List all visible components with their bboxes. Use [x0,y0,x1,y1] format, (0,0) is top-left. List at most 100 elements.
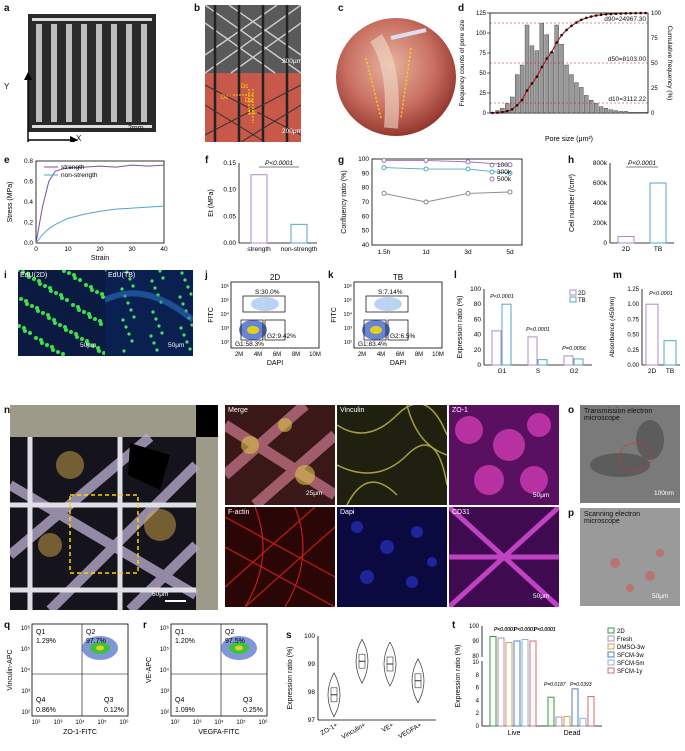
y-tick-label: 0.00 [627,363,639,369]
y-tick-label: 0 [603,240,607,247]
panel-f-label: f [205,155,209,166]
cumulative-point [491,111,494,115]
legend-label: SFCM-3w [617,653,644,659]
edu-nucleus [35,306,39,310]
cumulative-point [580,18,583,22]
bar [505,642,513,727]
edu-nucleus [43,284,47,288]
sem-title: Scanning electron microscope [584,511,641,525]
edu-nucleus [87,312,91,316]
percentile-label: d90=24967.30 [604,16,646,23]
series-marker [381,190,387,196]
legend-label: non-strength [61,172,98,179]
edu-nucleus [180,271,184,275]
flow-xlabel: ZO-1-FITC [63,729,97,736]
y-tick-label: 50 [479,71,486,77]
x-tick-label: 2M [235,352,243,358]
y-tick-label: 10² [344,340,352,346]
y-tick-label: 75 [479,51,486,57]
sem-image [580,508,680,606]
violin-shape [355,639,369,684]
chart-l-ylabel: Expression ratio (%) [457,295,464,358]
y-tick-label: 100 [476,31,487,37]
series-marker [465,166,471,172]
chart-h-ylabel: Cell number (/cm²) [569,174,576,232]
histogram-bar [510,96,515,114]
x-tick-label: 4M [377,352,385,358]
y-tick-label: 10³ [221,326,229,332]
edu-nucleus [179,326,183,330]
edu-nucleus [188,347,192,351]
chart-g-ylabel: Confluency ratio (%) [341,170,348,233]
confocal-main-scale: 50μm [152,591,169,598]
bar [649,182,667,244]
edu-nucleus [41,311,45,315]
y-tick-label: 0.0 [24,240,33,247]
bar [555,716,563,727]
cumulative-point [525,89,529,92]
edu-nucleus [182,333,186,337]
histogram-bar [574,82,579,114]
panel-s-label: s [286,630,292,641]
histogram-bar [638,111,643,114]
legend-label: 2D [578,291,586,297]
tem-title: Transmission electron microscope [584,408,653,422]
edu-nucleus [153,286,157,290]
edu-nucleus [76,305,80,309]
flow-q: Q1 1.29% Q2 97.7% Q4 0.86% Q3 0.12% 10² 10³ 10⁴ 10⁵… [7,623,129,736]
y-tick-label: 90 [362,170,370,177]
panel-d-label: d [458,3,465,14]
y-tick-label: 0 [483,111,487,117]
gate-s-label: S:30.0% [255,289,280,296]
edu-nucleus [126,301,130,305]
quadrant-q4: Q4 [175,697,184,704]
edu-nucleus [59,293,63,297]
scaffold-fiber [105,290,193,323]
histogram-bar [564,64,569,114]
y-tick-label: 400k [593,200,608,207]
cumulative-point [530,82,534,85]
legend-label: TB [578,298,586,304]
p-value: P<0.0001 [494,627,516,633]
flow-r: Q1 1.20% Q2 97.5% Q4 1.09% Q3 0.25% 10² 10³ 10⁴ 10⁵… [146,623,268,736]
tile-cd31-scale: 50μm [533,593,550,600]
panel-c-label: c [338,3,344,14]
cumulative-point [575,21,578,24]
legend-swatch [607,627,615,634]
histogram-bar [623,111,628,114]
series-marker [423,166,429,172]
tem-scale: 100nm [654,490,674,497]
edu-nucleus [21,270,25,274]
y-tick-label: 80 [474,301,482,308]
panel-k-label: k [328,270,334,281]
x-tick-label: TB [666,368,674,375]
chart-e: 0.0 0.2 0.4 0.6 0.8 0 10 20 30 40 strengthnon-stre… [7,158,168,262]
gate-g1 [240,319,264,341]
y-tick-label: 0.15 [223,160,236,167]
panel-a-image [12,12,160,142]
panel-b-image [205,5,301,142]
edu-nucleus [62,270,66,273]
edu-nucleus [157,324,161,328]
edu-nucleus [46,313,50,317]
gate-g2 [387,319,409,341]
p-value: P<0.0001 [265,160,293,167]
x-tick-label: 4M [254,352,262,358]
y-tick-label: 10⁴ [21,667,31,674]
edu-nucleus [18,324,21,328]
histogram-bar [613,110,619,114]
y-tick-label: 10⁴ [221,311,230,318]
cumulative-point [505,109,509,113]
y-tick-label: 0.05 [223,213,236,220]
series-marker [381,165,387,171]
quadrant-q2: Q2 [225,629,234,636]
chart-f-ylabel: Et (MPa) [208,189,215,217]
chart-d: 0 25 50 75 100 125 0 25 50 75 100 d90=24967.30 d50=8… [459,11,673,143]
edu-nucleus [69,330,73,334]
y-tick-label: 97 [308,717,316,724]
y2-tick-label: 0 [651,111,655,117]
bar [501,303,512,366]
flow-cluster-core [370,326,382,334]
x-tick-label: 2D [648,368,657,375]
gate-g2-label: G2:9.42% [267,333,296,340]
